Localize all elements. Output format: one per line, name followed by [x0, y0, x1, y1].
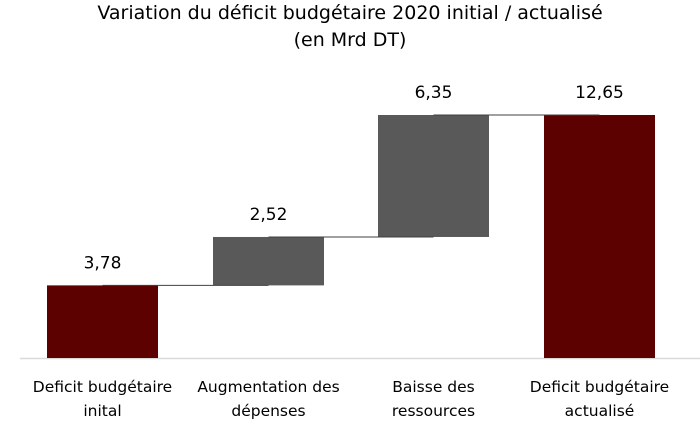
category-label-4-line-1: Deficit budgétaire: [530, 378, 669, 396]
category-label-2-line-1: Augmentation des: [197, 378, 339, 396]
category-label-3-line-2: ressources: [392, 402, 475, 420]
category-label-2-line-2: dépenses: [231, 402, 305, 420]
data-label-4: 12,65: [575, 83, 624, 103]
data-label-1: 3,78: [84, 253, 122, 273]
bar-2: [213, 236, 324, 286]
chart-title: Variation du déficit budgétaire 2020 ini…: [0, 0, 700, 54]
chart-subtitle: (en Mrd DT): [293, 29, 407, 51]
category-label-3-line-1: Baisse des: [392, 378, 475, 396]
data-label-3: 6,35: [415, 83, 453, 103]
category-label-1-line-1: Deficit budgétaire: [33, 378, 172, 396]
bar-1: [47, 285, 158, 358]
bar-4: [544, 115, 655, 358]
category-label-4-line-2: actualisé: [565, 402, 635, 420]
bar-3: [378, 115, 489, 237]
data-label-2: 2,52: [250, 205, 288, 225]
chart-title-main: Variation du déficit budgétaire 2020 ini…: [97, 2, 603, 24]
category-label-1-line-2: inital: [83, 402, 121, 420]
